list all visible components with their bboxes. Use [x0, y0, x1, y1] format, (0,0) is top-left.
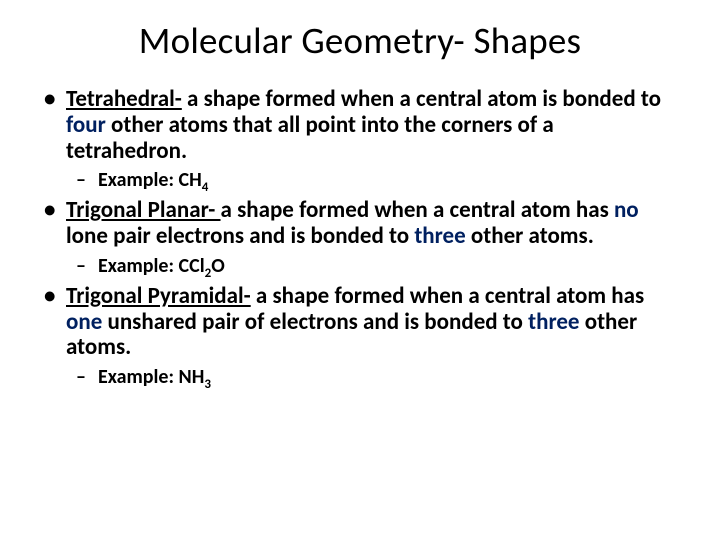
def-highlight: four [66, 111, 106, 139]
def-text: other atoms. [466, 222, 594, 250]
def-text: a shape formed when a central atom has [251, 282, 644, 310]
list-item: Trigonal Pyramidal- a shape formed when … [66, 284, 678, 389]
def-highlight: no [614, 196, 639, 224]
def-text: other atoms that all point into the corn… [66, 111, 554, 165]
def-text: unshared pair of electrons and is bonded… [102, 308, 528, 336]
def-text: a shape formed when a central atom is bo… [182, 85, 661, 113]
def-text: a shape formed when a central atom has [221, 196, 614, 224]
term: Tetrahedral- [66, 85, 182, 113]
def-text: lone pair electrons and is bonded to [66, 222, 414, 250]
bullet-list: Tetrahedral- a shape formed when a centr… [42, 87, 678, 389]
list-item: Trigonal Planar- a shape formed when a c… [66, 198, 678, 278]
page-title: Molecular Geometry- Shapes [42, 18, 678, 63]
def-highlight: three [528, 308, 579, 336]
term: Trigonal Pyramidal- [66, 282, 251, 310]
def-highlight: three [414, 222, 465, 250]
example-item: Example: CCl2O [98, 254, 678, 278]
term: Trigonal Planar- [66, 196, 221, 224]
list-item: Tetrahedral- a shape formed when a centr… [66, 87, 678, 192]
example-item: Example: NH3 [98, 365, 678, 389]
example-item: Example: CH4 [98, 168, 678, 192]
def-highlight: one [66, 308, 102, 336]
